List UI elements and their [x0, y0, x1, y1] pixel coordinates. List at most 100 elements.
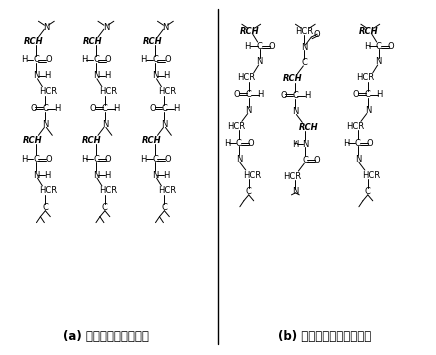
Text: C: C	[355, 139, 361, 148]
Text: N: N	[152, 170, 159, 180]
Text: HCR: HCR	[295, 27, 313, 36]
Text: O: O	[234, 90, 240, 99]
Text: RCH: RCH	[83, 37, 103, 45]
Text: O: O	[353, 90, 359, 99]
Text: (b) असमानान्तर: (b) असमानान्तर	[278, 330, 371, 343]
Text: RCH: RCH	[299, 123, 318, 132]
Text: O: O	[105, 55, 111, 64]
Text: C: C	[161, 203, 167, 212]
Text: HCR: HCR	[346, 122, 364, 131]
Text: O: O	[30, 104, 37, 113]
Text: HCR: HCR	[158, 186, 177, 195]
Text: N: N	[375, 58, 382, 66]
Text: O: O	[280, 91, 287, 100]
Text: HCR: HCR	[39, 87, 58, 96]
Text: O: O	[164, 155, 171, 164]
Text: N: N	[33, 170, 40, 180]
Text: HCR: HCR	[237, 73, 255, 82]
Text: RCH: RCH	[142, 136, 161, 145]
Text: N: N	[235, 155, 242, 164]
Text: C: C	[246, 90, 252, 99]
Text: C: C	[34, 55, 39, 64]
Text: N: N	[103, 23, 109, 32]
Text: HCR: HCR	[39, 186, 58, 195]
Text: H: H	[21, 55, 28, 64]
Text: O: O	[247, 139, 254, 148]
Text: H: H	[292, 140, 299, 149]
Text: HCR: HCR	[227, 122, 245, 131]
Text: RCH: RCH	[24, 37, 43, 45]
Text: O: O	[387, 42, 394, 50]
Text: C: C	[161, 104, 167, 113]
Text: C: C	[303, 155, 308, 165]
Text: C: C	[301, 59, 307, 67]
Text: N: N	[93, 170, 99, 180]
Text: H: H	[163, 170, 170, 180]
Text: H: H	[44, 170, 51, 180]
Text: O: O	[164, 55, 171, 64]
Text: C: C	[376, 42, 382, 50]
Text: H: H	[245, 42, 251, 50]
Text: H: H	[140, 155, 147, 164]
Text: N: N	[292, 187, 299, 196]
Text: RCH: RCH	[82, 136, 102, 145]
Text: H: H	[21, 155, 28, 164]
Text: RCH: RCH	[143, 37, 162, 45]
Text: H: H	[104, 71, 110, 80]
Text: N: N	[245, 106, 252, 115]
Text: RCH: RCH	[283, 74, 302, 83]
Text: H: H	[104, 170, 110, 180]
Text: H: H	[377, 90, 383, 99]
Text: H: H	[114, 104, 120, 113]
Text: C: C	[102, 104, 108, 113]
Text: C: C	[34, 155, 39, 164]
Text: C: C	[293, 91, 298, 100]
Text: O: O	[149, 104, 156, 113]
Text: H: H	[224, 139, 230, 148]
Text: C: C	[102, 203, 108, 212]
Text: N: N	[302, 140, 309, 149]
Text: O: O	[367, 139, 373, 148]
Text: H: H	[54, 104, 61, 113]
Text: HCR: HCR	[362, 170, 380, 180]
Text: HCR: HCR	[356, 73, 374, 82]
Text: O: O	[268, 42, 275, 50]
Text: N: N	[364, 106, 371, 115]
Text: O: O	[90, 104, 96, 113]
Text: HCR: HCR	[243, 170, 261, 180]
Text: N: N	[93, 71, 99, 80]
Text: C: C	[257, 42, 262, 50]
Text: C: C	[42, 203, 48, 212]
Text: H: H	[304, 91, 310, 100]
Text: HCR: HCR	[99, 87, 117, 96]
Text: N: N	[162, 23, 169, 32]
Text: O: O	[314, 155, 320, 165]
Text: N: N	[43, 23, 50, 32]
Text: N: N	[161, 120, 167, 129]
Text: C: C	[236, 139, 242, 148]
Text: H: H	[81, 155, 87, 164]
Text: HCR: HCR	[283, 171, 301, 180]
Text: O: O	[45, 55, 51, 64]
Text: N: N	[152, 71, 159, 80]
Text: N: N	[301, 43, 307, 51]
Text: H: H	[140, 55, 147, 64]
Text: N: N	[292, 107, 299, 116]
Text: O: O	[314, 29, 320, 39]
Text: RCH: RCH	[359, 27, 378, 36]
Text: C: C	[365, 90, 371, 99]
Text: H: H	[81, 55, 87, 64]
Text: H: H	[163, 71, 170, 80]
Text: H: H	[258, 90, 264, 99]
Text: O: O	[45, 155, 51, 164]
Text: RCH: RCH	[240, 27, 259, 36]
Text: C: C	[246, 187, 252, 196]
Text: O: O	[105, 155, 111, 164]
Text: H: H	[173, 104, 180, 113]
Text: C: C	[93, 155, 99, 164]
Text: C: C	[93, 55, 99, 64]
Text: H: H	[364, 42, 370, 50]
Text: (a) समानान्तर: (a) समानान्तर	[63, 330, 149, 343]
Text: RCH: RCH	[23, 136, 42, 145]
Text: C: C	[42, 104, 48, 113]
